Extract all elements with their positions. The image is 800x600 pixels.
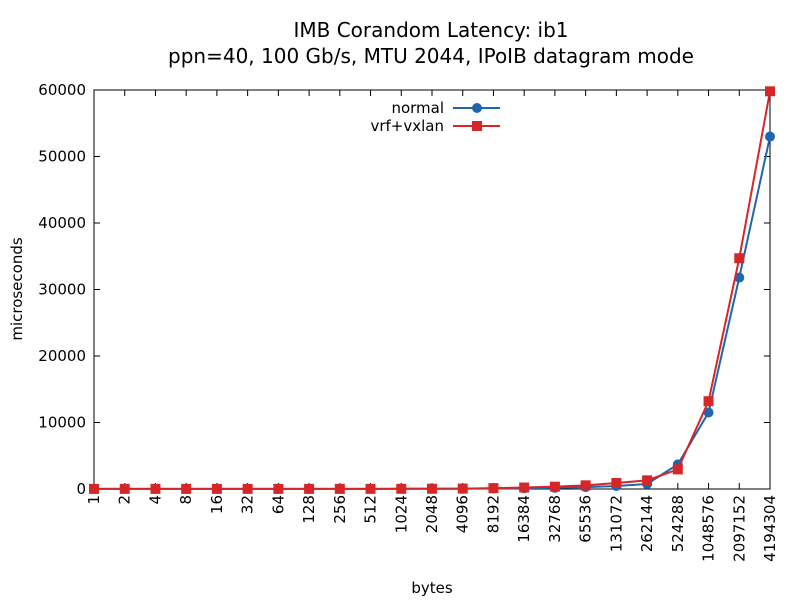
- x-tick-label: 16384: [515, 495, 533, 543]
- series-line-normal: [94, 136, 771, 490]
- x-tick-label: 4194304: [761, 495, 779, 562]
- plot-frame: [93, 89, 771, 490]
- legend: normal vrf+vxlan: [370, 99, 500, 135]
- chart-title: IMB Corandom Latency: ib1: [293, 18, 568, 42]
- data-point-vrf-vxlan: [580, 480, 591, 491]
- x-tick-label: 65536: [577, 495, 595, 543]
- data-point-vrf-vxlan: [672, 464, 683, 475]
- x-tick-label: 64: [269, 495, 287, 514]
- x-tick-label: 1: [85, 495, 103, 505]
- legend-label-normal: normal: [391, 99, 444, 117]
- data-point-vrf-vxlan: [119, 483, 130, 494]
- data-point-vrf-vxlan: [427, 483, 437, 494]
- x-tick-label: 128: [300, 495, 318, 524]
- data-point-vrf-vxlan: [334, 483, 345, 494]
- data-point-vrf-vxlan: [642, 475, 653, 486]
- data-point-vrf-vxlan: [181, 483, 192, 494]
- y-tick-label: 30000: [38, 281, 86, 299]
- legend-item-normal: normal: [391, 99, 500, 117]
- x-tick-label: 2048: [423, 495, 441, 533]
- series-layer: [89, 86, 775, 494]
- x-tick-label: 2: [116, 495, 134, 505]
- data-point-normal: [765, 131, 775, 142]
- x-tick-label: 524288: [669, 495, 687, 552]
- x-tick-label: 8192: [484, 495, 502, 533]
- data-point-vrf-vxlan: [457, 483, 468, 494]
- x-tick-label: 256: [331, 495, 349, 524]
- data-point-vrf-vxlan: [611, 478, 622, 489]
- data-point-vrf-vxlan: [365, 483, 376, 494]
- legend-marker-normal: [472, 103, 482, 113]
- x-tick-label: 262144: [638, 495, 656, 552]
- data-point-vrf-vxlan: [519, 482, 530, 493]
- data-point-vrf-vxlan: [211, 483, 222, 494]
- y-tick-label: 10000: [38, 414, 86, 432]
- data-point-vrf-vxlan: [273, 483, 284, 494]
- data-point-vrf-vxlan: [734, 253, 745, 264]
- data-point-normal: [734, 272, 745, 283]
- y-tick-label: 50000: [38, 148, 86, 166]
- y-axis-label: microseconds: [8, 237, 26, 341]
- y-tick-label: 60000: [38, 81, 86, 99]
- data-point-vrf-vxlan: [150, 483, 161, 494]
- x-tick-label: 4: [146, 495, 164, 505]
- x-axis-label: bytes: [411, 579, 453, 597]
- series-line-vrf-vxlan: [94, 91, 771, 490]
- data-point-vrf-vxlan: [488, 483, 499, 494]
- legend-label-vrf-vxlan: vrf+vxlan: [370, 117, 444, 135]
- x-tick-label: 2097152: [730, 495, 748, 562]
- y-tick-label: 0: [76, 480, 86, 498]
- legend-item-vrf-vxlan: vrf+vxlan: [370, 117, 500, 135]
- data-point-vrf-vxlan: [242, 483, 253, 494]
- data-point-vrf-vxlan: [549, 481, 560, 492]
- data-point-vrf-vxlan: [396, 483, 407, 494]
- x-tick-label: 32768: [546, 495, 564, 543]
- chart-subtitle: ppn=40, 100 Gb/s, MTU 2044, IPoIB datagr…: [168, 44, 694, 68]
- data-point-vrf-vxlan: [765, 86, 775, 97]
- y-axis: 0 10000 20000 30000 40000 50000 60000: [38, 81, 770, 498]
- x-tick-label: 131072: [607, 495, 625, 552]
- data-point-vrf-vxlan: [89, 483, 99, 494]
- x-tick-label: 512: [362, 495, 380, 524]
- data-point-vrf-vxlan: [304, 483, 315, 494]
- x-tick-label: 4096: [454, 495, 472, 533]
- data-point-normal: [703, 407, 714, 418]
- x-tick-label: 8: [177, 495, 195, 505]
- data-point-vrf-vxlan: [703, 396, 714, 407]
- legend-marker-vrf-vxlan: [472, 121, 482, 131]
- y-tick-label: 40000: [38, 214, 86, 232]
- y-tick-label: 20000: [38, 347, 86, 365]
- x-tick-label: 1048576: [700, 495, 718, 562]
- x-axis: 1 2 4 8 16 32 64 128 256 512 1024 2048 4096 8192 16384…: [85, 90, 779, 562]
- x-tick-label: 16: [208, 495, 226, 514]
- x-tick-label: 1024: [392, 495, 410, 533]
- x-tick-label: 32: [239, 495, 257, 514]
